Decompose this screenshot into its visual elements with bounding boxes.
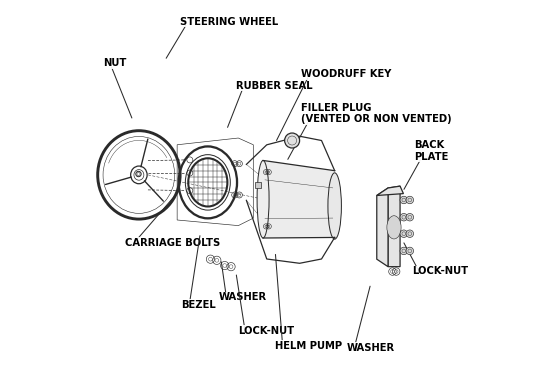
Circle shape [400, 230, 407, 238]
Polygon shape [263, 161, 335, 238]
Polygon shape [388, 186, 400, 267]
Circle shape [285, 133, 300, 148]
Ellipse shape [257, 161, 269, 238]
Circle shape [406, 230, 413, 238]
Text: WASHER: WASHER [219, 292, 267, 302]
Text: WOODRUFF KEY: WOODRUFF KEY [301, 69, 392, 79]
Circle shape [400, 247, 407, 255]
Polygon shape [377, 188, 388, 267]
Circle shape [406, 196, 413, 204]
Text: WASHER: WASHER [347, 343, 395, 353]
Text: FILLER PLUG
(VENTED OR NON VENTED): FILLER PLUG (VENTED OR NON VENTED) [301, 103, 452, 124]
Ellipse shape [387, 216, 401, 239]
Polygon shape [377, 186, 403, 196]
Text: NUT: NUT [103, 58, 126, 68]
Text: BEZEL: BEZEL [181, 300, 217, 310]
Circle shape [400, 196, 407, 204]
Circle shape [406, 247, 413, 255]
Ellipse shape [328, 173, 341, 239]
Text: LOCK-NUT: LOCK-NUT [238, 326, 294, 336]
Text: CARRIAGE BOLTS: CARRIAGE BOLTS [126, 238, 220, 248]
Text: LOCK-NUT: LOCK-NUT [412, 266, 468, 276]
Polygon shape [255, 182, 261, 188]
Circle shape [400, 214, 407, 221]
Text: BACK
PLATE: BACK PLATE [414, 140, 448, 162]
Circle shape [406, 214, 413, 221]
Text: RUBBER SEAL: RUBBER SEAL [236, 80, 312, 91]
Text: HELM PUMP: HELM PUMP [275, 341, 343, 351]
Text: STEERING WHEEL: STEERING WHEEL [180, 17, 278, 27]
